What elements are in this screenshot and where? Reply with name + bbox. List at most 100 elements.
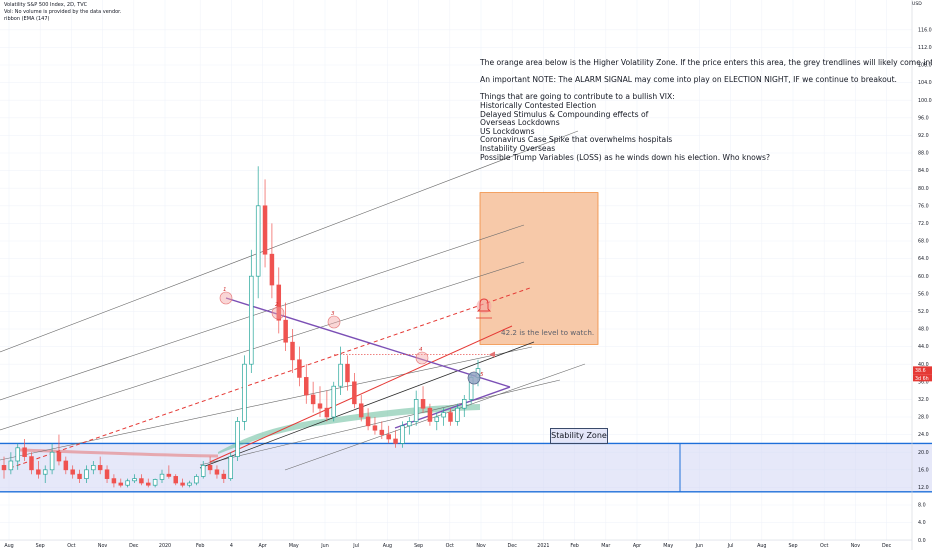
candle-body — [379, 429, 385, 435]
y-tick-label: 72.0 — [918, 221, 929, 227]
candle-body — [49, 451, 55, 471]
note-text: The orange area below is the Higher Vola… — [480, 58, 932, 162]
candle-body — [283, 319, 288, 343]
y-tick-label: 88.0 — [918, 151, 929, 157]
touch-point-number: 4 — [419, 347, 423, 353]
candle-body — [207, 465, 213, 471]
candle-body — [304, 377, 309, 396]
candle-body — [441, 412, 446, 418]
candle-body — [276, 284, 282, 321]
zones — [0, 192, 932, 493]
x-tick-label: 4 — [230, 543, 233, 549]
candle-body — [462, 399, 467, 409]
x-tick-label: Jun — [320, 543, 329, 549]
x-tick-label: Dec — [508, 543, 518, 549]
x-tick-label: Sep — [414, 543, 423, 549]
x-tick-label: Apr — [258, 543, 266, 549]
x-tick-label: 2020 — [159, 543, 171, 549]
candle-body — [187, 482, 192, 486]
volume-note: Vol: No volume is provided by the data v… — [4, 9, 122, 16]
y-tick-label: 100.0 — [918, 98, 932, 104]
y-tick-label: 16.0 — [918, 467, 929, 473]
candle-body — [36, 469, 41, 475]
y-tick-label: 28.0 — [918, 415, 929, 421]
touch-point-number: 3 — [331, 311, 335, 317]
candle-body — [338, 363, 343, 387]
candle-body — [434, 416, 440, 422]
y-tick-label: 76.0 — [918, 203, 929, 209]
chart-legend: Volatility S&P 500 Index, 2D, TVC Vol: N… — [4, 2, 121, 24]
alarm-bell-icon — [476, 298, 492, 312]
stability-zone — [0, 443, 932, 492]
candle-body — [331, 385, 336, 418]
candle-body — [242, 363, 247, 422]
x-tick-label: Sep — [788, 543, 797, 549]
y-tick-label: 64.0 — [918, 256, 929, 262]
candle-body — [310, 394, 316, 405]
note-list: Things that are going to contribute to a… — [480, 93, 900, 162]
touch-point-number: 2 — [275, 302, 279, 308]
y-axis-title: USD — [912, 2, 922, 7]
touch-point-5-fill — [467, 371, 481, 385]
x-tick-label: Oct — [67, 543, 75, 549]
symbol-title[interactable]: Volatility S&P 500 Index, 2D, TVC — [4, 2, 88, 8]
x-tick-label: Jul — [352, 543, 359, 549]
candle-body — [22, 447, 27, 457]
y-tick-label: 8.0 — [918, 503, 926, 509]
candle-body — [393, 438, 398, 444]
watch-level-label: 42.2 is the level to watch. — [501, 328, 595, 337]
note-item: US Lockdowns — [480, 126, 535, 136]
y-tick-label: 36.0 — [918, 379, 929, 385]
grey-trendline — [199, 379, 561, 466]
candle-body — [448, 412, 453, 422]
grey-trendline — [0, 261, 525, 431]
note-item: Possible Trump Variables (LOSS) as he wi… — [480, 152, 770, 162]
x-tick-label: Mar — [601, 543, 610, 549]
note-para-2: An important NOTE: The ALARM SIGNAL may … — [480, 75, 897, 85]
indicator-label[interactable]: ribbon (EMA (147) — [4, 16, 50, 23]
y-tick-label: 4.0 — [918, 520, 926, 526]
candle-body — [125, 480, 130, 486]
candle-body — [132, 478, 137, 482]
note-item: Historically Contested Election — [480, 100, 597, 110]
x-tick-label: May — [663, 543, 673, 549]
touch-point-number: 5 — [480, 372, 484, 378]
x-tick-label: Apr — [633, 543, 641, 549]
y-tick-label: 60.0 — [918, 274, 929, 280]
candle-body — [152, 479, 158, 486]
candle-body — [317, 403, 323, 409]
candle-body — [159, 473, 165, 480]
candle-body — [214, 469, 220, 475]
candle-body — [139, 478, 144, 484]
y-tick-label: 80.0 — [918, 186, 929, 192]
higher-volatility-zone — [479, 192, 599, 345]
candle-body — [228, 456, 233, 479]
candle-body — [194, 476, 199, 484]
candle-body — [1, 465, 7, 471]
y-tick-label: 48.0 — [918, 327, 929, 333]
x-tick-label: Nov — [851, 543, 861, 549]
y-tick-label: 24.0 — [918, 432, 929, 438]
candle-body — [77, 473, 82, 479]
candles — [1, 166, 481, 488]
candle-body — [400, 425, 405, 444]
triangle-support-line — [394, 386, 511, 429]
candle-body — [180, 482, 185, 486]
candle-body — [173, 476, 178, 484]
y-tick-label: 92.0 — [918, 133, 929, 139]
touch-point-circle — [327, 315, 341, 329]
note-item: Coronavirus Case Spike that overwhelms h… — [480, 135, 673, 145]
x-tick-label: Feb — [570, 543, 579, 549]
stability-zone-label: Stability Zone — [550, 428, 608, 444]
x-tick-label: Sep — [36, 543, 45, 549]
touch-point-circle — [271, 306, 285, 320]
candle-body — [42, 469, 48, 475]
candle-body — [290, 341, 295, 361]
candle-body — [8, 460, 14, 471]
candle-body — [297, 359, 302, 378]
x-tick-label: Oct — [446, 543, 454, 549]
candle-body — [146, 482, 151, 486]
time-left-text: 3d 6h — [915, 376, 929, 382]
